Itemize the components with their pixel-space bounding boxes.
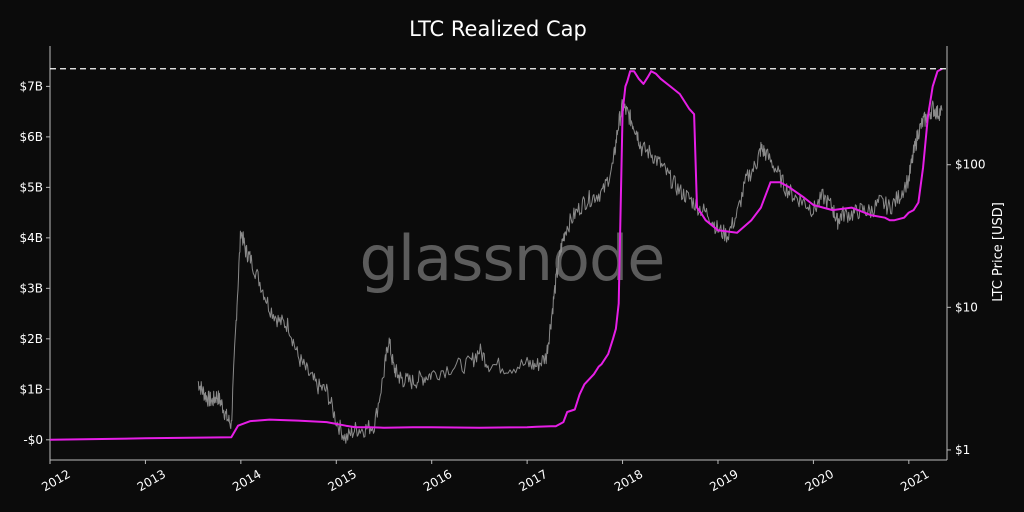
right-axis-label: LTC Price [USD] xyxy=(991,202,1006,302)
y2-tick-label: $10 xyxy=(955,300,978,314)
y-tick-label: $3B xyxy=(19,281,43,295)
y-tick-label: $2B xyxy=(19,332,43,346)
watermark: glassnode xyxy=(360,222,665,295)
y-tick-label: $4B xyxy=(19,231,43,245)
chart-title: LTC Realized Cap xyxy=(409,17,587,41)
series-ltc-price xyxy=(197,99,943,444)
series-realized-cap xyxy=(49,67,943,441)
y-tick-label: $7B xyxy=(19,79,43,93)
y-tick-label: $5B xyxy=(19,180,43,194)
y-tick-label: -$0 xyxy=(23,433,43,447)
y2-tick-label: $1 xyxy=(955,443,970,457)
y-tick-label: $1B xyxy=(19,382,43,396)
y2-tick-label: $100 xyxy=(955,158,986,172)
y-tick-label: $6B xyxy=(19,130,43,144)
